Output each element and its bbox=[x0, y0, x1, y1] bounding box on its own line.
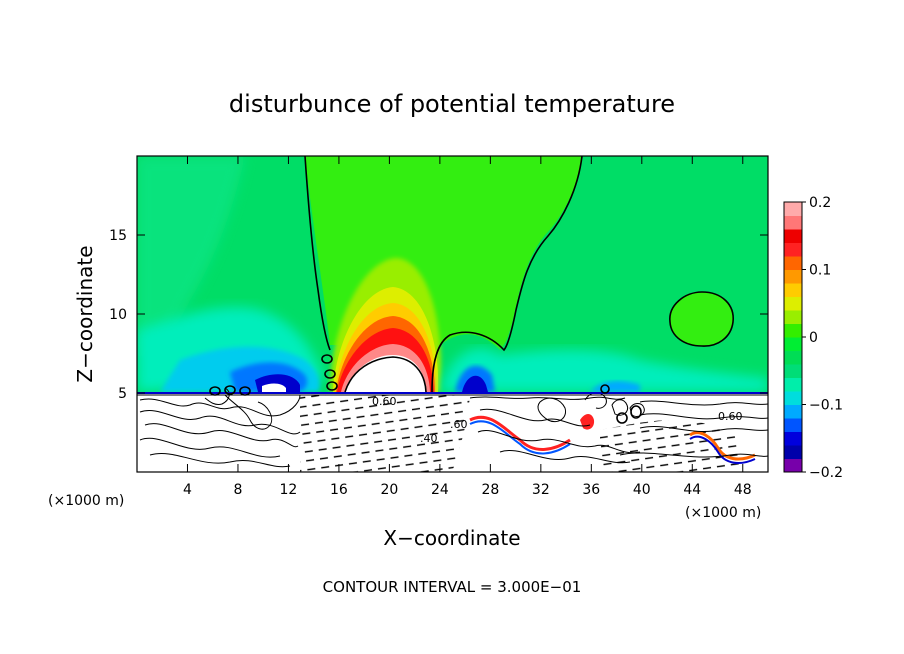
x-tick-label: 4 bbox=[183, 482, 192, 498]
warm-white-core bbox=[345, 355, 426, 392]
colorbar-swatch bbox=[784, 431, 802, 446]
colorbar-swatch bbox=[784, 418, 802, 432]
left-field-band bbox=[137, 156, 245, 360]
x-tick-label: 20 bbox=[380, 482, 398, 498]
colorbar-swatch bbox=[784, 323, 802, 338]
colorbar-swatch bbox=[784, 377, 802, 392]
x-unit-label-left: (×1000 m) bbox=[48, 493, 124, 509]
x-unit-label-right: (×1000 m) bbox=[685, 505, 761, 521]
colorbar-swatch bbox=[784, 215, 802, 230]
colorbar-tick-label: 0 bbox=[809, 330, 818, 346]
x-tick-label: 32 bbox=[532, 482, 550, 498]
x-axis-ticks: 4 8 12 16 20 24 28 32 36 40 44 48 bbox=[183, 156, 752, 498]
x-tick-label: 16 bbox=[330, 482, 348, 498]
right-cold-core bbox=[462, 375, 488, 392]
x-tick-label: 28 bbox=[481, 482, 499, 498]
right-blue-patch bbox=[590, 380, 640, 392]
lower-contours bbox=[139, 387, 768, 468]
colorbar-ticks: 0.2 0.1 0 −0.1 −0.2 bbox=[802, 195, 843, 481]
contour-interval: CONTOUR INTERVAL = 3.000E−01 bbox=[323, 578, 582, 596]
dashed-contour-region-right bbox=[600, 420, 740, 472]
colorbar-swatch bbox=[784, 283, 802, 297]
contour-label-4: 0.60 bbox=[718, 410, 743, 423]
y-tick-label: 10 bbox=[109, 307, 127, 323]
zero-contours bbox=[209, 156, 734, 424]
x-tick-label: 36 bbox=[582, 482, 600, 498]
plot-field: 0.60 .40 .60 0.60 bbox=[137, 156, 768, 472]
colorbar-swatch bbox=[784, 296, 802, 311]
y-tick-label: 15 bbox=[109, 228, 127, 244]
x-tick-label: 40 bbox=[633, 482, 651, 498]
colorbar-tick-label: 0.2 bbox=[809, 195, 831, 211]
x-tick-label: 48 bbox=[734, 482, 752, 498]
blue-filament bbox=[469, 420, 571, 455]
contour-label-2: .40 bbox=[420, 432, 438, 445]
colorbar-swatch bbox=[784, 350, 802, 365]
red-filament bbox=[469, 415, 571, 451]
colorbar-swatch bbox=[784, 364, 802, 378]
dashed-contour-region bbox=[300, 395, 470, 472]
blue-filament-right bbox=[689, 435, 756, 465]
colorbar-swatch bbox=[784, 310, 802, 324]
contour-label-3: .60 bbox=[450, 418, 468, 431]
closed-contour-region bbox=[669, 292, 734, 347]
colorbar-swatch bbox=[784, 337, 802, 351]
colorbar bbox=[783, 201, 803, 473]
right-cyan-band bbox=[440, 348, 768, 392]
colorbar-tick-label: −0.2 bbox=[809, 465, 843, 481]
colorbar-swatch bbox=[784, 242, 802, 257]
left-cold-white bbox=[262, 383, 286, 392]
x-tick-label: 24 bbox=[431, 482, 449, 498]
colorbar-tick-label: 0.1 bbox=[809, 263, 831, 279]
colorbar-swatch bbox=[784, 404, 802, 419]
y-axis-ticks: 5 10 15 bbox=[109, 228, 768, 402]
x-tick-label: 8 bbox=[233, 482, 242, 498]
colorbar-swatch bbox=[784, 391, 802, 405]
colorbar-tick-label: −0.1 bbox=[809, 398, 843, 414]
x-tick-label: 12 bbox=[280, 482, 298, 498]
colorbar-swatch bbox=[784, 202, 802, 216]
colorbar-swatch bbox=[784, 256, 802, 270]
colorbar-swatch bbox=[784, 445, 802, 459]
y-axis-title: Z−coordinate bbox=[73, 245, 97, 382]
chart-title: disturbunce of potential temperature bbox=[229, 90, 675, 118]
x-tick-label: 44 bbox=[683, 482, 701, 498]
contour-label-1: 0.60 bbox=[372, 395, 397, 408]
colorbar-swatch bbox=[784, 229, 802, 243]
x-axis-title: X−coordinate bbox=[383, 526, 520, 550]
y-tick-label: 5 bbox=[118, 386, 127, 402]
orange-filament bbox=[689, 431, 756, 461]
colorbar-swatch bbox=[784, 269, 802, 284]
colorbar-swatch bbox=[784, 458, 802, 473]
